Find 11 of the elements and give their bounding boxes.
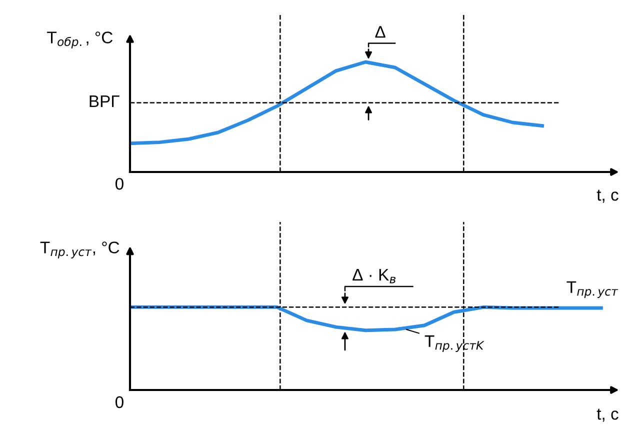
x-axis-title: t, c bbox=[596, 190, 618, 203]
series-label: T$_{пр.уст}$ bbox=[566, 281, 618, 298]
text: 0 bbox=[115, 396, 124, 408]
ref-line-label: ВРГ bbox=[90, 96, 120, 108]
text: 0 bbox=[115, 178, 124, 190]
y-axis-title: T$_{обр.}$, °C bbox=[47, 32, 113, 48]
y-axis-title: T$_{пр.уст}$, °C bbox=[40, 242, 120, 258]
text: Δ · K$_{в}$ bbox=[352, 269, 396, 284]
text: Δ bbox=[375, 26, 386, 38]
annotation: T$_{пр.устK}$ bbox=[424, 335, 484, 352]
x-axis-title: t, c bbox=[596, 408, 618, 422]
